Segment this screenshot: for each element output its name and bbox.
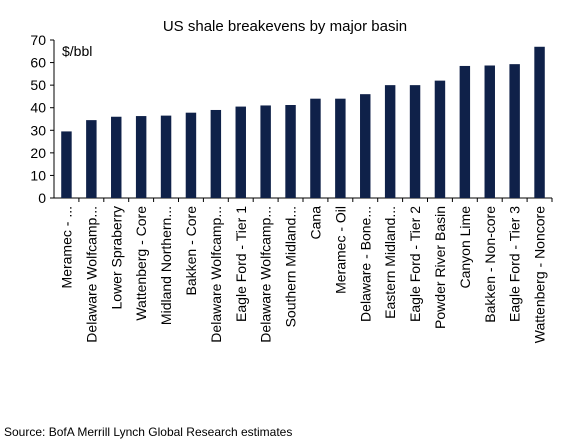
x-category-label: Bakken - Non-core <box>482 206 498 323</box>
x-category-label: Lower Spraberry <box>108 206 124 310</box>
x-category-labels: Meramec - ... Delaware Wolfcamp... Lower S… <box>58 206 547 343</box>
x-category-label: Eagle Ford - Tier 2 <box>407 206 423 322</box>
x-category-label: Meramec - ... <box>58 206 74 288</box>
bar <box>509 64 520 198</box>
x-category-label: Canyon Lime <box>457 206 473 289</box>
x-category-label: Bakken - Core <box>183 206 199 296</box>
bar <box>135 116 147 198</box>
unit-label: $/bbl <box>62 43 93 59</box>
bar <box>61 131 72 198</box>
y-tick-label: 30 <box>30 122 46 138</box>
y-tick-labels: 0 10 20 30 40 50 60 70 <box>30 32 46 206</box>
bar <box>434 80 446 198</box>
x-category-label: Southern Midland... <box>283 206 299 327</box>
y-tick-label: 20 <box>30 145 46 161</box>
bar <box>160 115 172 198</box>
bar <box>285 105 296 198</box>
bar <box>235 106 246 198</box>
bar <box>260 105 271 198</box>
bar <box>111 116 122 198</box>
y-tick-label: 40 <box>30 100 46 116</box>
x-category-label: Delaware - Bone... <box>357 206 373 322</box>
bar <box>210 109 222 198</box>
y-tick-label: 0 <box>38 190 46 206</box>
bar <box>360 94 371 198</box>
bar <box>384 85 396 198</box>
bar-chart: 0 10 20 30 40 50 60 70 Meramec - ... Delaware Wo… <box>30 32 553 343</box>
x-category-label: Wattenberg - Noncore <box>532 206 548 343</box>
bar <box>185 112 197 198</box>
bar <box>86 120 97 198</box>
bar <box>310 98 321 198</box>
x-category-label: Wattenberg - Core <box>133 206 149 321</box>
bar <box>409 85 421 198</box>
source-note: Source: BofA Merrill Lynch Global Resear… <box>4 425 293 439</box>
x-category-label: Meramec - Oil <box>332 206 348 294</box>
x-category-label: Eagle Ford - Tier 3 <box>507 206 523 322</box>
bar <box>335 98 346 198</box>
bar <box>534 46 545 199</box>
x-category-label: Cana <box>307 206 323 240</box>
x-category-label: Delaware Wolfcamp... <box>258 206 274 343</box>
x-category-label: Eagle Ford - Tier 1 <box>233 206 249 322</box>
x-category-label: Delaware Wolfcamp... <box>208 206 224 343</box>
x-category-label: Delaware Wolfcamp... <box>83 206 99 343</box>
x-category-label: Midland Northern... <box>158 206 174 325</box>
y-tick-label: 60 <box>30 55 46 71</box>
bar <box>484 65 495 199</box>
x-category-label: Eastern Midland... <box>382 206 398 319</box>
y-tick-label: 50 <box>30 77 46 93</box>
bars <box>61 46 545 199</box>
y-tick-label: 10 <box>30 167 46 183</box>
x-category-label: Powder River Basin <box>432 206 448 329</box>
axes <box>50 39 553 202</box>
chart-title: US shale breakevens by major basin <box>162 18 408 35</box>
bar <box>459 65 471 198</box>
y-tick-label: 70 <box>30 32 46 48</box>
